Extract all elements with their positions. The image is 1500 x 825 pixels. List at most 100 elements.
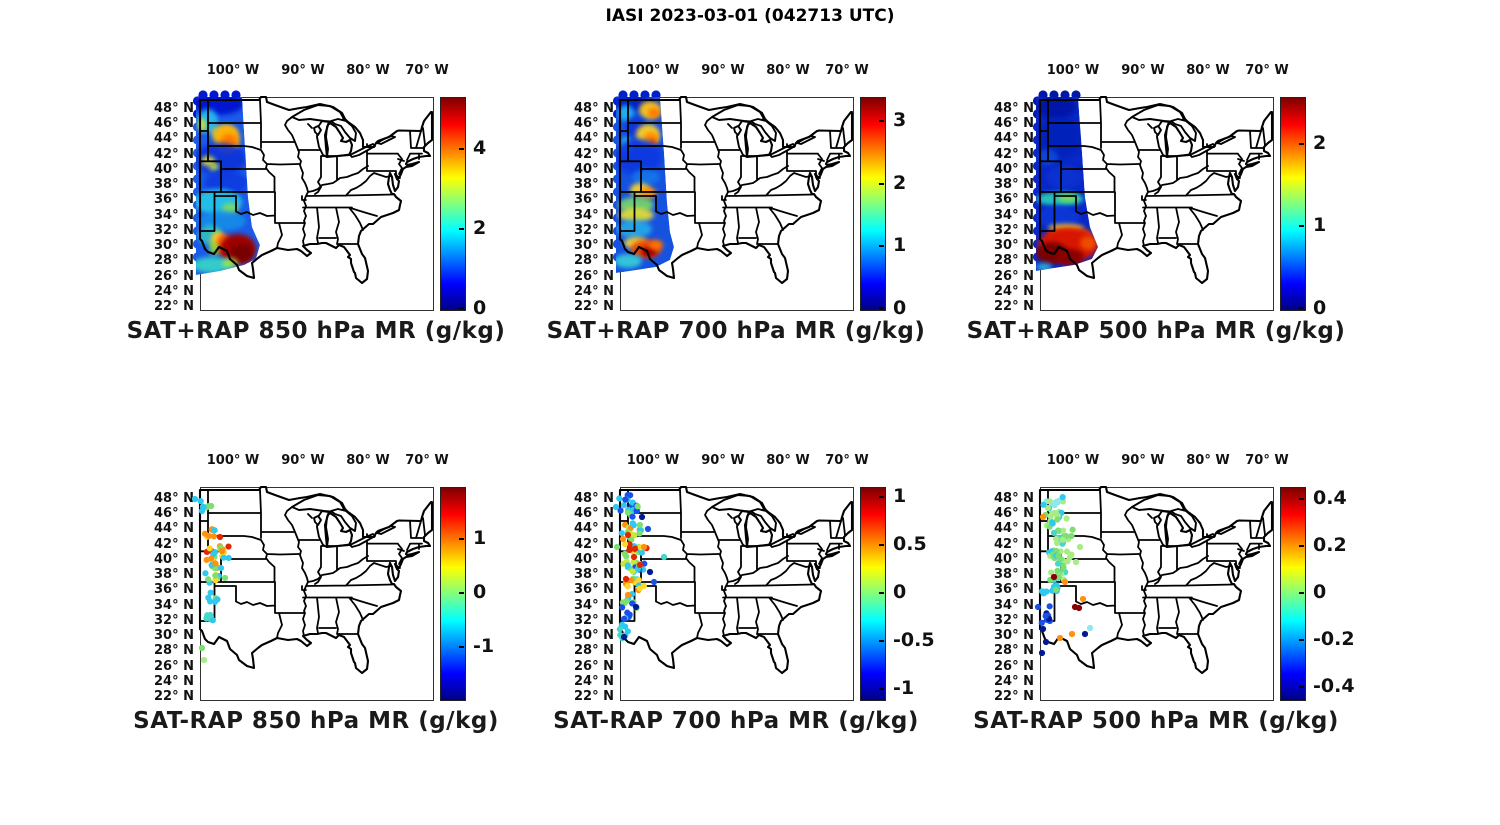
panel-caption: SAT-RAP 700 hPa MR (g/kg) [553, 708, 919, 734]
lon-tick-label: 100° W [1046, 63, 1100, 78]
scatter-dots [1034, 494, 1094, 657]
lat-tick-label: 36° N [154, 192, 194, 208]
lat-tick-label: 30° N [994, 238, 1034, 254]
lat-tick-label: 32° N [994, 612, 1034, 628]
lat-tick-label: 42° N [574, 146, 614, 162]
lon-tick-label: 90° W [701, 63, 745, 78]
lat-tick-label: 28° N [994, 253, 1034, 269]
colorbar-tick-mark [1299, 592, 1304, 594]
lat-tick-label: 36° N [994, 192, 1034, 208]
lat-tick-label: 24° N [154, 673, 194, 689]
lon-tick-label: 70° W [405, 453, 449, 468]
lon-tick-label: 100° W [206, 63, 260, 78]
lat-tick-label: 34° N [154, 597, 194, 613]
lat-tick-label: 24° N [994, 673, 1034, 689]
lat-tick-label: 34° N [994, 597, 1034, 613]
colorbar-tick-mark [879, 307, 884, 309]
colorbar [440, 97, 466, 311]
colorbar-tick-label: 0 [473, 581, 487, 603]
lat-tick-label: 34° N [154, 207, 194, 223]
lon-tick-label: 100° W [206, 453, 260, 468]
colorbar-tick-label: 1 [1313, 214, 1327, 237]
colorbar-tick-mark [459, 307, 464, 309]
colorbar-tick-label: 0.4 [1313, 486, 1347, 509]
lon-tick-label: 100° W [626, 453, 680, 468]
panel-caption: SAT+RAP 500 hPa MR (g/kg) [966, 318, 1346, 344]
lat-tick-label: 48° N [154, 101, 194, 116]
lat-tick-label: 34° N [574, 207, 614, 223]
lon-tick-label: 90° W [281, 63, 325, 78]
lat-tick-label: 22° N [994, 298, 1034, 314]
scatter-dots [191, 495, 232, 664]
colorbar-tick-mark [879, 120, 884, 123]
lat-tick-label: 38° N [574, 567, 614, 583]
colorbar-tick-label: 1 [473, 526, 487, 549]
colorbar-tick-mark [459, 228, 464, 231]
lon-tick-label: 100° W [626, 63, 680, 78]
colorbar-tick-label: 2 [893, 171, 907, 194]
lat-tick-label: 48° N [994, 101, 1034, 116]
lat-tick-label: 42° N [994, 146, 1034, 162]
colorbar-tick-mark [459, 592, 464, 594]
lon-tick-label: 70° W [825, 63, 869, 78]
lon-tick-label: 70° W [1245, 453, 1289, 468]
colorbar-tick-label: -0.2 [1313, 628, 1355, 651]
lat-tick-label: 24° N [994, 283, 1034, 299]
lat-tick-label: 24° N [154, 283, 194, 299]
colorbar-tick-mark [1299, 225, 1304, 228]
colorbar [1280, 97, 1306, 311]
lat-tick-label: 28° N [994, 643, 1034, 659]
lat-tick-label: 30° N [574, 628, 614, 644]
colorbar-tick-label: 0.2 [1313, 533, 1347, 556]
lat-tick-label: 28° N [574, 643, 614, 659]
lat-tick-label: 46° N [154, 116, 194, 132]
lat-tick-label: 48° N [994, 491, 1034, 506]
colorbar-tick-mark [879, 640, 884, 643]
colorbar-tick-mark [1299, 686, 1304, 689]
lat-tick-label: 42° N [994, 536, 1034, 552]
lat-tick-label: 44° N [154, 521, 194, 537]
colorbar-tick-label: -1 [473, 635, 495, 658]
lat-tick-label: 30° N [154, 628, 194, 644]
lat-tick-label: 36° N [994, 582, 1034, 598]
lon-tick-label: 80° W [346, 453, 390, 468]
lat-tick-label: 34° N [574, 597, 614, 613]
lat-tick-label: 40° N [154, 161, 194, 177]
colorbar-tick-label: 1 [893, 234, 907, 257]
lat-tick-label: 24° N [574, 283, 614, 299]
colorbar-tick-label: 0 [1313, 581, 1327, 603]
colorbar-tick-mark [1299, 307, 1304, 309]
lon-tick-label: 70° W [825, 453, 869, 468]
lat-tick-label: 36° N [154, 582, 194, 598]
lon-tick-label: 80° W [1186, 453, 1230, 468]
colorbar-tick-mark [879, 495, 884, 498]
colorbar-tick-label: 1 [893, 484, 907, 507]
colorbar [440, 487, 466, 701]
colorbar-tick-mark [459, 646, 464, 649]
lat-tick-label: 44° N [574, 131, 614, 147]
lat-tick-label: 26° N [994, 658, 1034, 674]
lat-tick-label: 38° N [574, 177, 614, 193]
lat-tick-label: 28° N [154, 253, 194, 269]
lat-tick-label: 48° N [154, 491, 194, 506]
lon-tick-label: 80° W [346, 63, 390, 78]
lat-tick-label: 40° N [574, 161, 614, 177]
colorbar-tick-label: -0.4 [1313, 675, 1355, 698]
lat-tick-label: 46° N [154, 506, 194, 522]
colorbar-tick-mark [1299, 142, 1304, 145]
lat-tick-label: 30° N [574, 238, 614, 254]
us-map [1038, 95, 1274, 285]
lat-tick-label: 26° N [574, 268, 614, 284]
lon-tick-label: 80° W [766, 453, 810, 468]
colorbar-tick-label: -1 [893, 677, 915, 700]
lat-tick-label: 22° N [574, 688, 614, 704]
lat-tick-label: 28° N [574, 253, 614, 269]
colorbar-tick-label: 0 [893, 297, 907, 319]
lat-tick-label: 44° N [994, 131, 1034, 147]
colorbar-tick-label: 0 [1313, 297, 1327, 319]
lat-tick-label: 30° N [994, 628, 1034, 644]
lat-tick-label: 22° N [574, 298, 614, 314]
lon-tick-label: 90° W [281, 453, 325, 468]
lon-tick-label: 100° W [1046, 453, 1100, 468]
